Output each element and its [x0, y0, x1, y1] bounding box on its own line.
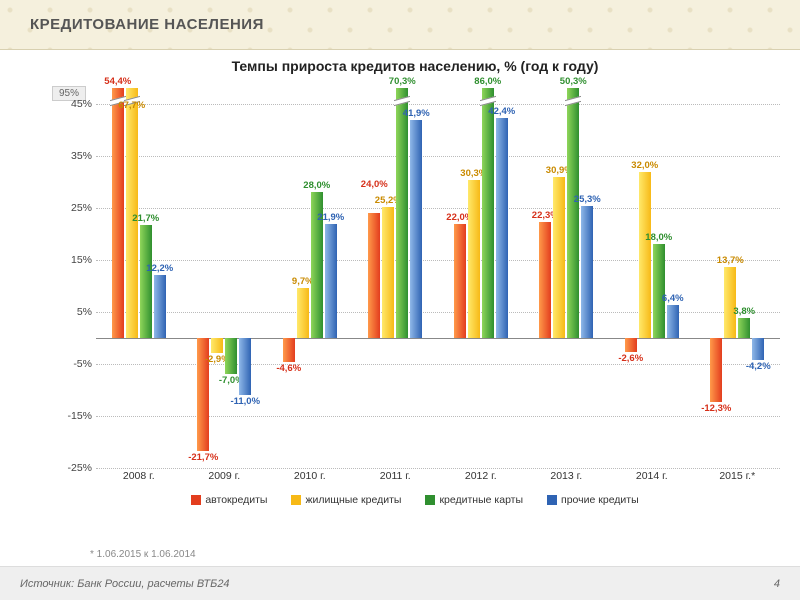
y-tick-label: 45% — [71, 98, 92, 110]
bar-value-label: -4,2% — [746, 361, 771, 372]
bar-auto — [539, 222, 551, 338]
bar-value-label: 6,4% — [662, 293, 684, 304]
bar-other — [496, 118, 508, 338]
x-tick-label: 2015 г.* — [719, 470, 755, 482]
y-tick-label: -5% — [73, 358, 92, 370]
bar-card — [140, 225, 152, 338]
bar-auto — [454, 224, 466, 338]
bar-card — [567, 88, 579, 338]
bar-value-label: -11,0% — [230, 396, 260, 407]
legend-swatch — [547, 495, 557, 505]
x-tick-label: 2009 г. — [208, 470, 240, 482]
bar-value-label: 70,3% — [389, 76, 416, 87]
bar-value-label: 41,9% — [403, 108, 430, 119]
bar-value-label: 3,8% — [733, 306, 755, 317]
bar-card — [482, 88, 494, 338]
legend-label: кредитные карты — [439, 494, 523, 506]
source-text: Источник: Банк России, расчеты ВТБ24 — [20, 578, 230, 590]
bar-value-label: 21,7% — [132, 213, 159, 224]
y-tick-label: 25% — [71, 202, 92, 214]
x-tick-label: 2010 г. — [294, 470, 326, 482]
bar-other — [581, 206, 593, 338]
x-tick-label: 2014 г. — [636, 470, 668, 482]
bar-auto — [112, 88, 124, 338]
bar-auto — [710, 338, 722, 402]
y-axis: -25%-15%-5%5%15%25%35%45% — [50, 78, 96, 468]
bar-card — [225, 338, 237, 374]
bar-value-label: 18,0% — [645, 232, 672, 243]
bar-card — [653, 244, 665, 338]
bar-house — [382, 207, 394, 338]
legend-item-card: кредитные карты — [425, 494, 523, 506]
bar-value-label: 42,4% — [488, 106, 515, 117]
legend-swatch — [425, 495, 435, 505]
bar-house — [639, 172, 651, 338]
bar-value-label: 32,0% — [631, 160, 658, 171]
footer-band: Источник: Банк России, расчеты ВТБ24 4 — [0, 566, 800, 600]
bar-house — [724, 267, 736, 338]
y-tick-label: 5% — [77, 306, 92, 318]
chart-title: Темпы прироста кредитов населению, % (го… — [50, 58, 780, 74]
bar-other — [239, 338, 251, 395]
bar-house — [211, 338, 223, 353]
x-tick-label: 2012 г. — [465, 470, 497, 482]
legend-swatch — [191, 495, 201, 505]
bar-house — [553, 177, 565, 338]
bar-value-label: 24,0% — [361, 179, 388, 190]
x-tick-label: 2008 г. — [123, 470, 155, 482]
chart-container: Темпы прироста кредитов населению, % (го… — [50, 58, 780, 560]
x-tick-label: 2011 г. — [380, 470, 411, 482]
bar-auto — [283, 338, 295, 362]
bar-card — [738, 318, 750, 338]
legend-item-other: прочие кредиты — [547, 494, 639, 506]
bar-value-label: 21,9% — [317, 212, 344, 223]
plot-area: -25%-15%-5%5%15%25%35%45% 54,4%67,7%21,7… — [50, 78, 780, 468]
bar-house — [297, 288, 309, 338]
bar-value-label: 86,0% — [474, 76, 501, 87]
chart-footnote: * 1.06.2015 к 1.06.2014 — [90, 549, 196, 560]
bar-value-label: -12,3% — [701, 403, 731, 414]
bar-other — [410, 120, 422, 338]
y-tick-label: -15% — [67, 410, 92, 422]
bar-other — [154, 275, 166, 338]
bars-layer: 54,4%67,7%21,7%12,2%-21,7%-2,9%-7,0%-11,… — [96, 78, 780, 468]
y-tick-label: 35% — [71, 150, 92, 162]
bar-other — [667, 305, 679, 338]
bar-value-label: 25,3% — [574, 194, 601, 205]
bar-value-label: 54,4% — [104, 76, 131, 87]
bar-value-label: -21,7% — [188, 452, 218, 463]
bar-value-label: 12,2% — [146, 263, 173, 274]
legend-label: автокредиты — [205, 494, 267, 506]
bar-value-label: -4,6% — [276, 363, 301, 374]
page-title: КРЕДИТОВАНИЕ НАСЕЛЕНИЯ — [30, 16, 264, 33]
bar-value-label: 13,7% — [717, 255, 744, 266]
bar-other — [325, 224, 337, 338]
bar-value-label: 28,0% — [303, 180, 330, 191]
bar-house — [468, 180, 480, 338]
legend-item-auto: автокредиты — [191, 494, 267, 506]
header-band: КРЕДИТОВАНИЕ НАСЕЛЕНИЯ — [0, 0, 800, 50]
x-tick-label: 2013 г. — [550, 470, 582, 482]
legend-label: жилищные кредиты — [305, 494, 401, 506]
bar-value-label: 67,7% — [118, 100, 145, 111]
bar-other — [752, 338, 764, 360]
x-axis: 2008 г. 2009 г. 2010 г. 2011 г. 2012 г. 2013 … — [96, 468, 780, 490]
y-tick-label: -25% — [67, 462, 92, 474]
legend: автокредиты жилищные кредиты кредитные кар… — [50, 494, 780, 506]
bar-value-label: 50,3% — [560, 76, 587, 87]
legend-swatch — [291, 495, 301, 505]
legend-item-house: жилищные кредиты — [291, 494, 401, 506]
page-number: 4 — [774, 578, 780, 590]
bar-auto — [368, 213, 380, 338]
legend-label: прочие кредиты — [561, 494, 639, 506]
bar-auto — [625, 338, 637, 352]
bar-value-label: -2,6% — [618, 353, 643, 364]
bar-card — [396, 88, 408, 338]
y-tick-label: 15% — [71, 254, 92, 266]
